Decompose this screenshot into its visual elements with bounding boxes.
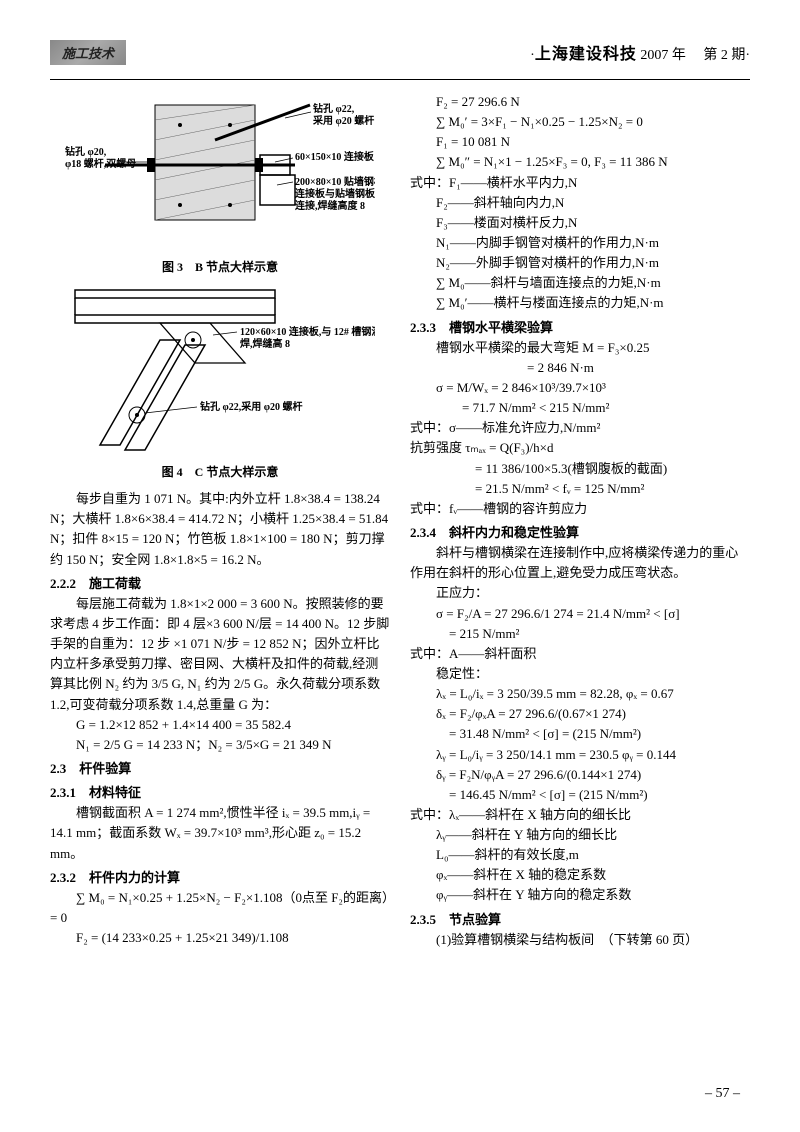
right-eq8: = 11 386/100×5.3(槽钢腹板的截面) xyxy=(410,459,750,479)
def-sigma: 式中：σ——标准允许应力,N/mm² xyxy=(410,418,750,438)
def-A: 式中：A——斜杆面积 xyxy=(410,644,750,664)
right-eq2: ∑ M₀′ = 3×F₁ − N₁×0.25 − 1.25×N₂ = 0 xyxy=(410,112,750,132)
section-2-3: 2.3 杆件验算 xyxy=(50,759,390,779)
svg-text:φ18 螺杆,双螺母: φ18 螺杆,双螺母 xyxy=(65,157,136,170)
figure-4-svg: 120×60×10 连接板,与 12# 槽钢满 焊,焊缝高 8 钻孔 φ22,采… xyxy=(65,285,375,455)
svg-text:焊,焊缝高 8: 焊,焊缝高 8 xyxy=(240,337,290,350)
right-p1: 槽钢水平横梁的最大弯矩 M = F₃×0.25 xyxy=(410,338,750,358)
right-eq13: δₓ = F₂/φₓA = 27 296.6/(0.67×1 274) xyxy=(410,704,750,724)
right-eq5: = 2 846 N·m xyxy=(410,358,750,378)
right-p2: 抗剪强度 τₘₐₓ = Q(F₃)/h×d xyxy=(410,438,750,458)
svg-text:连接,焊缝高度 8: 连接,焊缝高度 8 xyxy=(295,199,365,212)
fig3-label-c: 60×150×10 连接板 xyxy=(295,150,375,163)
section-2-3-4: 2.3.4 斜杆内力和稳定性验算 xyxy=(410,523,750,543)
right-eq16: δᵧ = F₂N/φᵧA = 27 296.6/(0.144×1 274) xyxy=(410,765,750,785)
left-p3: 槽钢截面积 A = 1 274 mm²,惯性半径 iₓ = 39.5 mm,iᵧ… xyxy=(50,803,390,863)
fig4-label-b: 钻孔 φ22,采用 φ20 螺杆 xyxy=(200,400,302,413)
left-eq1: G = 1.2×12 852 + 1.4×14 400 = 35 582.4 xyxy=(50,715,390,735)
journal-issue: 第 2 期 xyxy=(703,48,745,63)
right-p5: 稳定性： xyxy=(410,664,750,684)
fig3-label-d: 200×80×10 贴墙钢板 xyxy=(295,175,375,188)
journal-year: 2007 年 xyxy=(640,48,686,63)
header-rule xyxy=(50,79,750,80)
def-F2: F₂——斜杆轴向内力,N xyxy=(410,193,750,213)
figure-4: 120×60×10 连接板,与 12# 槽钢满 焊,焊缝高 8 钻孔 φ22,采… xyxy=(50,285,390,455)
defs2-lead: 式中：λₓ——斜杆在 X 轴方向的细长比 xyxy=(410,805,750,825)
section-2-3-5: 2.3.5 节点验算 xyxy=(410,910,750,930)
left-eq4: F₂ = (14 233×0.25 + 1.25×21 349)/1.108 xyxy=(50,928,390,948)
def-N2: N₂——外脚手钢管对横杆的作用力,N·m xyxy=(410,253,750,273)
def-M0: ∑ M₀——斜杆与墙面连接点的力矩,N·m xyxy=(410,273,750,293)
def-F3: F₃——楼面对横杆反力,N xyxy=(410,213,750,233)
section-2-3-3: 2.3.3 槽钢水平横梁验算 xyxy=(410,318,750,338)
figure-4-caption: 图 4 C 节点大样示意 xyxy=(50,463,390,482)
left-p1: 每步自重为 1 071 N。其中:内外立杆 1.8×38.4 = 138.24 … xyxy=(50,489,390,570)
svg-text:采用 φ20 螺杆: 采用 φ20 螺杆 xyxy=(312,114,374,127)
content-columns: 钻孔 φ22, 采用 φ20 螺杆 钻孔 φ20, φ18 螺杆,双螺母 60×… xyxy=(50,92,750,950)
section-2-3-1: 2.3.1 材料特征 xyxy=(50,783,390,803)
figure-3-caption: 图 3 B 节点大样示意 xyxy=(50,258,390,277)
defs-lead: 式中：F₁——横杆水平内力,N xyxy=(410,173,750,193)
def-ly: λᵧ——斜杆在 Y 轴方向的细长比 xyxy=(410,825,750,845)
right-column: F₂ = 27 296.6 N ∑ M₀′ = 3×F₁ − N₁×0.25 −… xyxy=(410,92,750,950)
fig3-label-a: 钻孔 φ22, xyxy=(313,102,355,115)
figure-3-svg: 钻孔 φ22, 采用 φ20 螺杆 钻孔 φ20, φ18 螺杆,双螺母 60×… xyxy=(65,100,375,250)
right-eq14: = 31.48 N/mm² < [σ] = (215 N/mm²) xyxy=(410,724,750,744)
left-eq2: N₁ = 2/5 G = 14 233 N；N₂ = 3/5×G = 21 34… xyxy=(50,735,390,755)
right-eq11: = 215 N/mm² xyxy=(410,624,750,644)
right-eq10: σ = F₂/A = 27 296.6/1 274 = 21.4 N/mm² <… xyxy=(410,604,750,624)
right-eq6: σ = M/Wₓ = 2 846×10³/39.7×10³ xyxy=(410,378,750,398)
right-eq7: = 71.7 N/mm² < 215 N/mm² xyxy=(410,398,750,418)
def-py: φᵧ——斜杆在 Y 轴方向的稳定系数 xyxy=(410,885,750,905)
section-2-2-2: 2.2.2 施工荷载 xyxy=(50,574,390,594)
right-eq3: F₁ = 10 081 N xyxy=(410,132,750,152)
fig3-label-b: 钻孔 φ20, xyxy=(65,145,107,158)
journal-header: ·上海建设科技 2007 年 第 2 期· xyxy=(530,40,750,64)
left-p2: 每层施工荷载为 1.8×1×2 000 = 3 600 N。按照装修的要求考虑 … xyxy=(50,594,390,715)
right-eq4: ∑ M₀″ = N₁×1 − 1.25×F₃ = 0, F₃ = 11 386 … xyxy=(410,152,750,172)
right-eq12: λₓ = L₀/iₓ = 3 250/39.5 mm = 82.28, φₓ =… xyxy=(410,684,750,704)
def-N1: N₁——内脚手钢管对横杆的作用力,N·m xyxy=(410,233,750,253)
left-eq3: ∑ M₀ = N₁×0.25 + 1.25×N₂ − F₂×1.108（0点至 … xyxy=(50,888,390,928)
journal-title: 上海建设科技 xyxy=(535,46,637,63)
def-fv: 式中：fᵥ——槽钢的容许剪应力 xyxy=(410,499,750,519)
figure-3: 钻孔 φ22, 采用 φ20 螺杆 钻孔 φ20, φ18 螺杆,双螺母 60×… xyxy=(50,100,390,250)
right-eq1: F₂ = 27 296.6 N xyxy=(410,92,750,112)
right-p4: 正应力： xyxy=(410,583,750,603)
def-px: φₓ——斜杆在 X 轴的稳定系数 xyxy=(410,865,750,885)
def-M0p: ∑ M₀′——横杆与楼面连接点的力矩,N·m xyxy=(410,293,750,313)
page-number: – 57 – xyxy=(705,1086,740,1102)
fig4-label-a: 120×60×10 连接板,与 12# 槽钢满 xyxy=(240,325,375,338)
section-2-3-2: 2.3.2 杆件内力的计算 xyxy=(50,868,390,888)
right-eq9: = 21.5 N/mm² < fᵥ = 125 N/mm² xyxy=(410,479,750,499)
right-eq15: λᵧ = L₀/iᵧ = 3 250/14.1 mm = 230.5 φᵧ = … xyxy=(410,745,750,765)
left-column: 钻孔 φ22, 采用 φ20 螺杆 钻孔 φ20, φ18 螺杆,双螺母 60×… xyxy=(50,92,390,950)
right-p6: (1)验算槽钢横梁与结构板间 （下转第 60 页） xyxy=(410,930,750,950)
svg-text:连接板与贴墙钢板焊接: 连接板与贴墙钢板焊接 xyxy=(295,187,375,200)
right-eq17: = 146.45 N/mm² < [σ] = (215 N/mm²) xyxy=(410,785,750,805)
def-L0: L₀——斜杆的有效长度,m xyxy=(410,845,750,865)
category-tag: 施工技术 xyxy=(50,40,126,65)
right-p3: 斜杆与槽钢横梁在连接制作中,应将横梁传递力的重心作用在斜杆的形心位置上,避免受力… xyxy=(410,543,750,583)
